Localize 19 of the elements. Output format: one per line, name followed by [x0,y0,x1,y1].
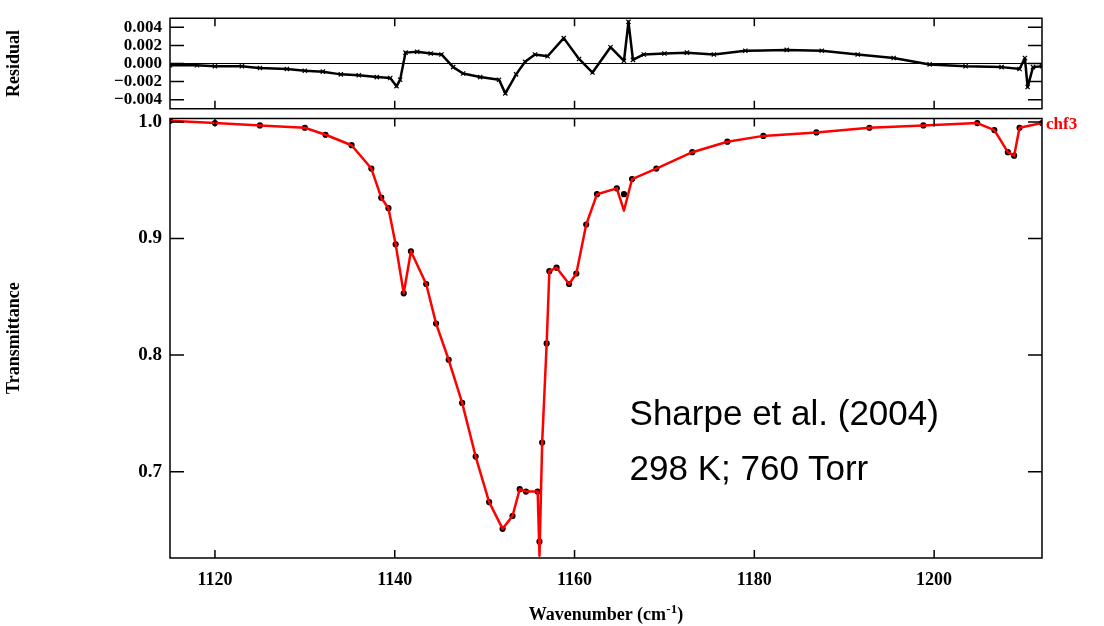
x-tick-label: 1160 [557,569,593,590]
y-tick-label: 0.9 [138,226,162,248]
x-tick-label: 1200 [916,569,953,590]
annotation: 298 K; 760 Torr [629,447,869,487]
x-tick-label: 1140 [377,569,413,590]
y-tick-label: 1.0 [138,109,162,131]
y-tick-label: 0.004 [123,16,163,36]
y-tick-label: 0.002 [123,34,162,54]
y-tick-label: 0.7 [138,459,163,481]
y-tick-label: −0.002 [114,71,162,91]
x-tick-label: 1120 [197,569,233,590]
y-axis-title: Residual [3,29,24,98]
y-axis-title: Transmittance [3,282,24,395]
x-tick-label: 1180 [736,569,772,590]
y-tick-label: −0.004 [114,89,163,109]
y-tick-label: 0.8 [138,343,162,365]
series-label: chf3 [1046,114,1078,134]
y-tick-label: 0.000 [123,52,162,72]
annotation: Sharpe et al. (2004) [629,392,939,432]
